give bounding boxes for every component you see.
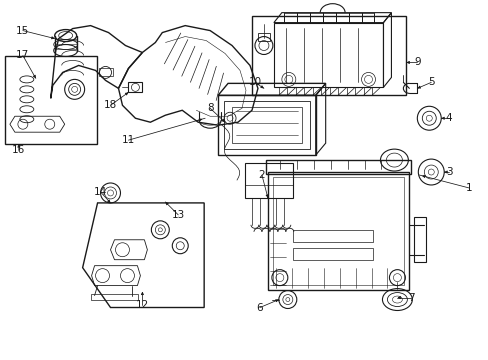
Text: 1: 1 xyxy=(465,183,471,193)
Text: 11: 11 xyxy=(122,135,135,145)
Text: 5: 5 xyxy=(427,77,434,87)
Text: 9: 9 xyxy=(413,58,420,67)
Bar xyxy=(413,217,426,262)
Text: 12: 12 xyxy=(136,300,149,310)
Text: 18: 18 xyxy=(103,100,117,110)
Bar xyxy=(5,57,96,144)
Bar xyxy=(272,177,404,285)
Text: 10: 10 xyxy=(248,77,261,87)
Bar xyxy=(232,107,301,143)
Text: 7: 7 xyxy=(407,293,414,302)
Bar xyxy=(273,23,383,87)
Bar xyxy=(267,172,408,289)
Bar xyxy=(128,82,142,92)
Text: 4: 4 xyxy=(445,113,451,123)
Text: 8: 8 xyxy=(206,103,213,113)
Bar xyxy=(218,95,315,155)
Text: 2: 2 xyxy=(258,170,264,180)
Bar xyxy=(265,160,410,174)
Bar xyxy=(292,230,372,242)
Text: 16: 16 xyxy=(12,145,25,155)
Text: 6: 6 xyxy=(256,302,263,312)
Text: 15: 15 xyxy=(16,26,29,36)
Bar xyxy=(258,32,269,41)
Text: 17: 17 xyxy=(16,50,29,60)
Bar xyxy=(292,248,372,260)
Bar xyxy=(99,68,112,76)
Bar xyxy=(244,163,292,198)
Bar xyxy=(251,15,406,95)
Text: 3: 3 xyxy=(445,167,451,177)
Text: 13: 13 xyxy=(171,210,184,220)
Bar xyxy=(90,293,138,300)
Bar xyxy=(224,101,309,149)
Text: 14: 14 xyxy=(94,187,107,197)
